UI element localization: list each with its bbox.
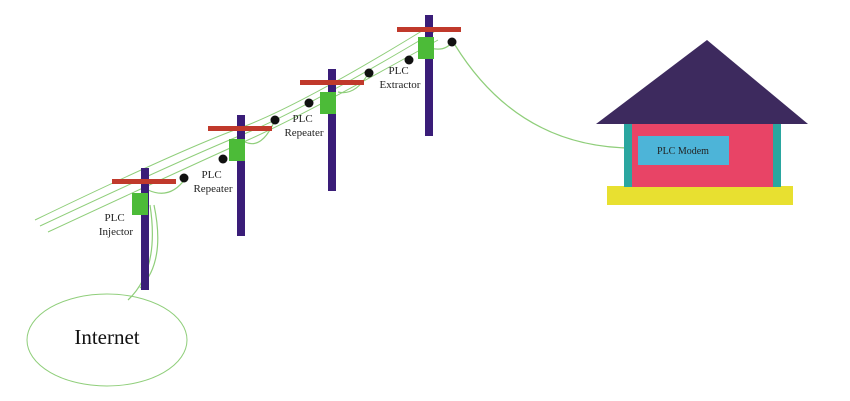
device-2-label: PLC Repeater [193, 169, 232, 195]
utility-pole-4: PLC Extractor [380, 15, 461, 136]
pole-3-post [328, 69, 336, 191]
pole-1-crossarm [112, 179, 176, 184]
internet-cable [127, 204, 153, 301]
house-side-left [624, 124, 632, 187]
plc-repeater-device [229, 139, 245, 161]
internet-cloud [26, 293, 188, 387]
house-side-right [773, 124, 781, 187]
pole-4-post [425, 15, 433, 136]
utility-pole-3: PLC Repeater [284, 68, 374, 191]
pole-3-crossarm [300, 80, 364, 85]
line-coupler-node [270, 115, 280, 125]
line-coupler-node [404, 55, 414, 65]
device-3-label: PLC Repeater [284, 113, 323, 139]
line-coupler-node [179, 173, 189, 183]
plc-extractor-device [418, 37, 434, 59]
line-coupler-node [364, 68, 374, 78]
utility-pole-2: PLC Repeater [193, 115, 280, 236]
plc-modem-box [638, 136, 729, 165]
service-drop-wire [454, 44, 639, 149]
coupling-wire [244, 119, 276, 145]
line-coupler-node [447, 37, 457, 47]
plc-repeater-device [320, 92, 336, 114]
pole-1-post [141, 168, 149, 290]
line-coupler-node [218, 154, 228, 164]
device-1-label: PLC Injector [99, 212, 134, 238]
pole-2-post [237, 115, 245, 236]
coupling-wire [337, 73, 369, 94]
house-foundation [607, 186, 793, 205]
plc-injector-device [132, 193, 148, 215]
utility-pole-1: PLC Injector [99, 168, 189, 290]
pole-2-crossarm [208, 126, 272, 131]
line-coupler-node [304, 98, 314, 108]
pole-4-crossarm [397, 27, 461, 32]
device-4-label: PLC Extractor [380, 65, 421, 91]
house-roof [596, 40, 808, 124]
house: PLC Modem [596, 40, 808, 205]
internet-label: Internet [74, 325, 139, 349]
plc-modem-label: PLC Modem [657, 146, 709, 157]
